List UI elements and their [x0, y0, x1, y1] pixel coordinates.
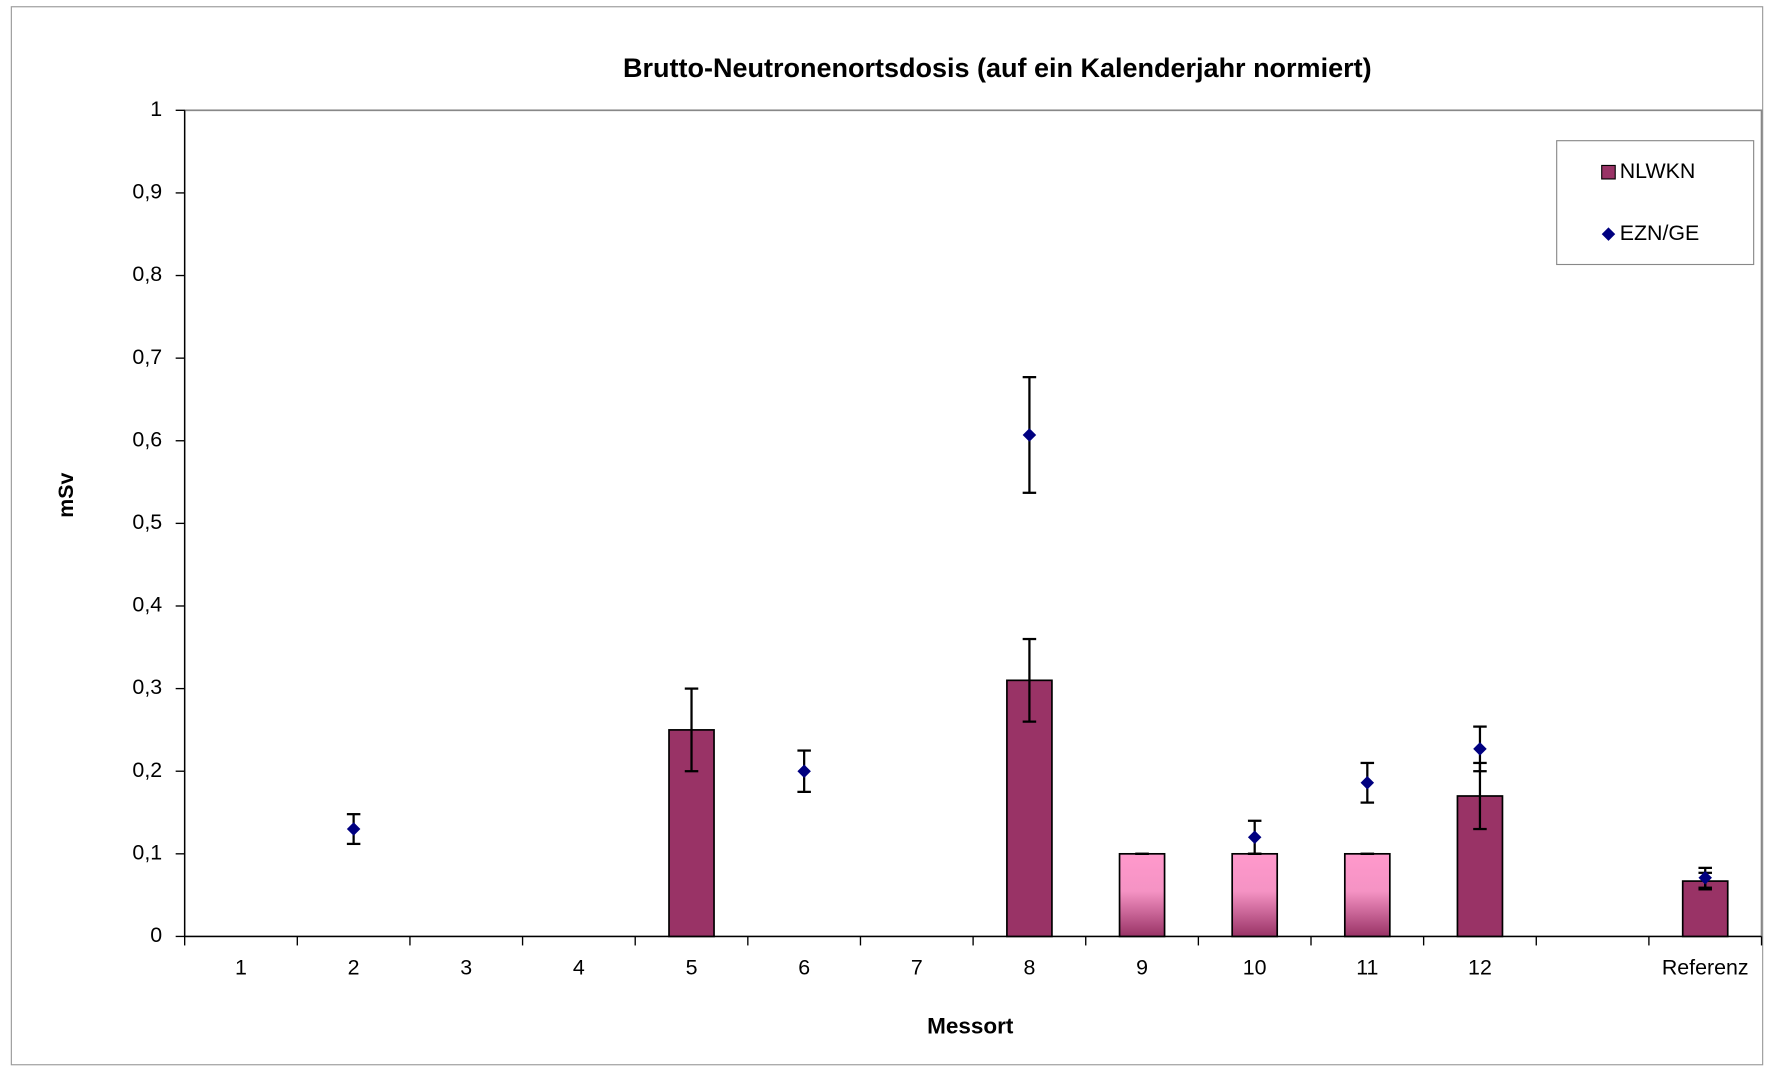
point	[1473, 742, 1487, 756]
y-tick-label: 0,6	[132, 427, 162, 451]
y-tick-label: 0,9	[132, 180, 162, 204]
y-tick-label: 0,5	[132, 510, 162, 534]
x-tick-label: 10	[1243, 956, 1267, 980]
y-tick-label: 0,8	[132, 262, 162, 286]
y-tick-label: 0,2	[132, 758, 162, 782]
bar	[1118, 852, 1166, 938]
bar	[1231, 852, 1279, 938]
legend-swatch	[1601, 164, 1616, 180]
y-tick-label: 0,4	[132, 593, 162, 617]
y-tick-label: 0	[150, 923, 162, 947]
error-bar	[1022, 637, 1037, 723]
point	[1022, 428, 1037, 442]
bar	[1343, 852, 1391, 938]
legend-swatch	[1601, 227, 1616, 241]
x-tick-label: 7	[911, 956, 923, 980]
x-tick-label: 11	[1356, 956, 1378, 980]
point	[346, 822, 361, 836]
x-tick-label: Referenz	[1662, 956, 1749, 980]
x-tick-label: 1	[235, 956, 247, 980]
x-tick-label: 4	[573, 956, 585, 980]
point	[1698, 871, 1712, 885]
y-tick-label: 1	[150, 97, 162, 121]
error-bar	[684, 687, 699, 773]
point	[1360, 776, 1375, 790]
x-tick-label: 5	[686, 956, 698, 980]
y-tick-label: 0,7	[132, 345, 162, 369]
y-tick-label: 0,1	[132, 840, 162, 864]
y-axis-label: mSv	[54, 473, 78, 518]
x-tick-label: 3	[460, 956, 472, 980]
x-tick-label: 8	[1023, 956, 1035, 980]
legend-label: EZN/GE	[1620, 221, 1700, 245]
x-axis-label: Messort	[927, 1014, 1014, 1039]
point	[1247, 830, 1262, 845]
point	[797, 764, 811, 778]
x-tick-label: 6	[798, 956, 810, 980]
x-tick-label: 9	[1136, 956, 1148, 980]
x-tick-label: 2	[348, 956, 360, 980]
chart-title: Brutto-Neutronenortsdosis (auf ein Kalen…	[623, 53, 1372, 83]
y-tick-label: 0,3	[132, 675, 162, 699]
legend-box	[1556, 140, 1755, 266]
legend-label: NLWKN	[1620, 159, 1696, 183]
x-tick-label: 12	[1468, 956, 1492, 980]
